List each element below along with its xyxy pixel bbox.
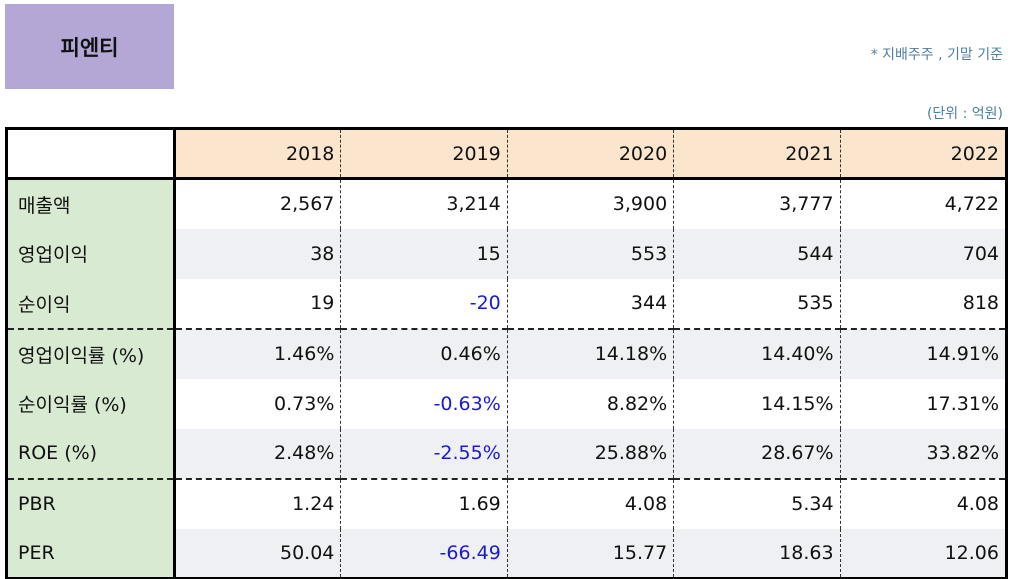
row-label: PER	[6, 528, 176, 579]
value-cell: 1.46%	[173, 327, 341, 379]
row-label: 순이익	[6, 278, 176, 329]
value-cell: -66.49	[340, 528, 508, 579]
value-cell: 2,567	[173, 178, 341, 229]
value-cell: 1.24	[173, 477, 341, 529]
row-label: PBR	[6, 477, 176, 529]
row-label: 순이익률 (%)	[6, 378, 176, 429]
header-corner-cell	[6, 128, 176, 180]
value-cell: 25.88%	[506, 428, 674, 479]
value-cell: 19	[173, 278, 341, 329]
value-cell: 14.18%	[506, 327, 674, 379]
table-row: 순이익 19 -20 344 535 818	[6, 278, 1007, 329]
value-cell: 3,214	[340, 178, 508, 229]
value-cell: 553	[506, 228, 674, 279]
value-cell: 28.67%	[673, 428, 841, 479]
row-label: 영업이익	[6, 228, 176, 279]
table-row: ROE (%) 2.48% -2.55% 25.88% 28.67% 33.82%	[6, 428, 1007, 479]
table-row: PBR 1.24 1.69 4.08 5.34 4.08	[6, 477, 1007, 529]
value-cell: 3,777	[673, 178, 841, 229]
value-cell: 17.31%	[839, 378, 1007, 429]
financial-table: 2018 2019 2020 2021 2022 매출액 2,567 3,214 3,…	[5, 127, 1008, 579]
value-cell: 8.82%	[506, 378, 674, 429]
year-header-2019: 2019	[340, 128, 508, 180]
value-cell: 12.06	[839, 528, 1007, 579]
year-header-2020: 2020	[506, 128, 674, 180]
value-cell: 535	[673, 278, 841, 329]
year-header-2018: 2018	[173, 128, 341, 180]
table-row: 영업이익률 (%) 1.46% 0.46% 14.18% 14.40% 14.91%	[6, 327, 1007, 379]
value-cell: -2.55%	[340, 428, 508, 479]
value-cell: 38	[173, 228, 341, 279]
table-row: PER 50.04 -66.49 15.77 18.63 12.06	[6, 528, 1007, 579]
value-cell: 33.82%	[839, 428, 1007, 479]
value-cell: 4.08	[839, 477, 1007, 529]
value-cell: 5.34	[673, 477, 841, 529]
value-cell: 18.63	[673, 528, 841, 579]
value-cell: 2.48%	[173, 428, 341, 479]
header-row: 2018 2019 2020 2021 2022	[6, 128, 1007, 180]
value-cell: 818	[839, 278, 1007, 329]
value-cell: 4,722	[839, 178, 1007, 229]
table-row: 매출액 2,567 3,214 3,900 3,777 4,722	[6, 178, 1007, 229]
table-row: 순이익률 (%) 0.73% -0.63% 8.82% 14.15% 17.31%	[6, 378, 1007, 429]
basis-note: * 지배주주 , 기말 기준	[870, 47, 1003, 63]
table-row: 영업이익 38 15 553 544 704	[6, 228, 1007, 279]
value-cell: 0.73%	[173, 378, 341, 429]
row-label: 영업이익률 (%)	[6, 327, 176, 379]
value-cell: 50.04	[173, 528, 341, 579]
value-cell: -0.63%	[340, 378, 508, 429]
value-cell: 544	[673, 228, 841, 279]
row-label: ROE (%)	[6, 428, 176, 479]
value-cell: 704	[839, 228, 1007, 279]
year-header-2022: 2022	[839, 128, 1007, 180]
year-header-2021: 2021	[673, 128, 841, 180]
value-cell: 344	[506, 278, 674, 329]
value-cell: 3,900	[506, 178, 674, 229]
unit-note: (단위 : 억원)	[926, 106, 1003, 122]
value-cell: 0.46%	[340, 327, 508, 379]
row-label: 매출액	[6, 178, 176, 229]
value-cell: 15	[340, 228, 508, 279]
value-cell: -20	[340, 278, 508, 329]
value-cell: 14.40%	[673, 327, 841, 379]
value-cell: 14.91%	[839, 327, 1007, 379]
value-cell: 1.69	[340, 477, 508, 529]
value-cell: 15.77	[506, 528, 674, 579]
value-cell: 14.15%	[673, 378, 841, 429]
value-cell: 4.08	[506, 477, 674, 529]
company-title: 피엔티	[5, 4, 174, 89]
